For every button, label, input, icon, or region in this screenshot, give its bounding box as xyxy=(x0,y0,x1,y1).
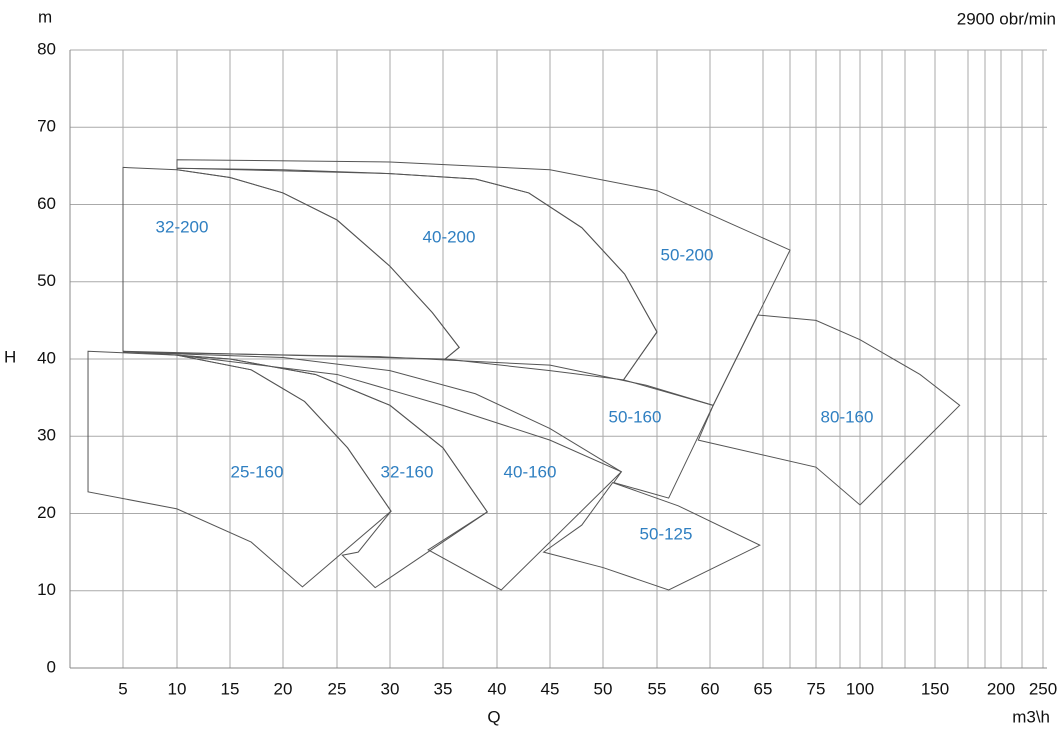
y-axis-label: H xyxy=(4,347,16,366)
x-tick-label: 10 xyxy=(168,679,187,698)
y-tick-label: 50 xyxy=(37,271,56,290)
region-label: 80-160 xyxy=(821,407,874,426)
pump-region xyxy=(176,354,623,591)
subtitle: 2900 obr/min xyxy=(957,9,1056,28)
y-tick-label: 80 xyxy=(37,39,56,58)
region-label: 50-125 xyxy=(640,524,693,543)
x-tick-label: 40 xyxy=(488,679,507,698)
x-tick-label: 55 xyxy=(648,679,667,698)
y-tick-label: 0 xyxy=(47,657,56,676)
x-tick-label: 50 xyxy=(594,679,613,698)
region-label: 40-200 xyxy=(423,227,476,246)
x-tick-label: 15 xyxy=(221,679,240,698)
x-tick-label: 30 xyxy=(381,679,400,698)
pump-region xyxy=(122,166,460,360)
pump-region xyxy=(542,482,761,591)
y-tick-label: 30 xyxy=(37,426,56,445)
x-tick-label: 5 xyxy=(118,679,127,698)
region-label: 50-200 xyxy=(661,245,714,264)
x-tick-label: 200 xyxy=(987,679,1015,698)
pump-region xyxy=(176,159,791,406)
pump-region xyxy=(697,314,961,506)
x-tick-label: 45 xyxy=(541,679,560,698)
region-label: 25-160 xyxy=(231,462,284,481)
x-tick-label: 60 xyxy=(701,679,720,698)
x-tick-label: 250 xyxy=(1029,679,1057,698)
x-tick-label: 150 xyxy=(921,679,949,698)
x-tick-label: 25 xyxy=(328,679,347,698)
x-tick-label: 35 xyxy=(434,679,453,698)
x-tick-label: 100 xyxy=(846,679,874,698)
region-label: 32-160 xyxy=(381,462,434,481)
x-tick-label: 75 xyxy=(807,679,826,698)
region-label: 50-160 xyxy=(609,407,662,426)
y-tick-label: 10 xyxy=(37,580,56,599)
y-tick-label: 70 xyxy=(37,117,56,136)
y-unit: m xyxy=(38,7,52,26)
region-label: 40-160 xyxy=(504,462,557,481)
x-tick-label: 65 xyxy=(754,679,773,698)
x-unit: m3\h xyxy=(1012,707,1050,726)
region-label: 32-200 xyxy=(156,217,209,236)
y-tick-label: 60 xyxy=(37,194,56,213)
y-tick-label: 40 xyxy=(37,348,56,367)
x-tick-label: 20 xyxy=(274,679,293,698)
pump-region xyxy=(176,167,658,381)
x-axis-label: Q xyxy=(487,707,500,726)
y-tick-label: 20 xyxy=(37,503,56,522)
